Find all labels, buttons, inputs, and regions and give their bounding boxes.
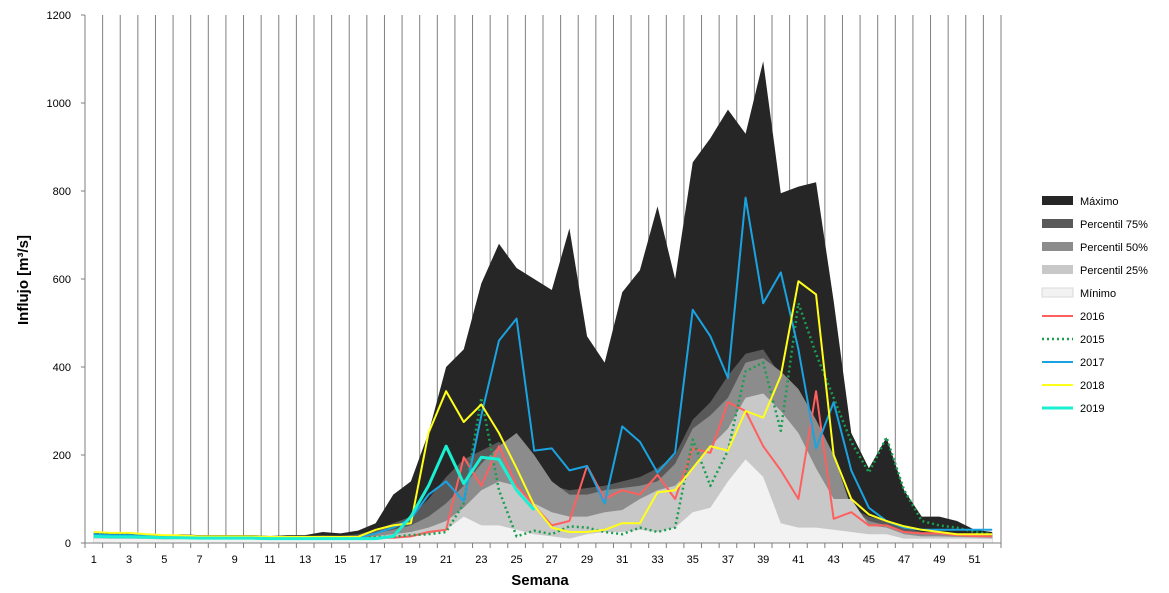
x-tick-label: 27 xyxy=(546,554,558,566)
x-tick-label: 39 xyxy=(757,554,769,566)
x-tick-label: 43 xyxy=(828,554,840,566)
x-tick-label: 17 xyxy=(370,554,382,566)
x-tick-label: 19 xyxy=(405,554,417,566)
legend-swatch-m-ximo xyxy=(1042,196,1073,205)
x-tick-label: 35 xyxy=(687,554,699,566)
legend-label-2016: 2016 xyxy=(1080,311,1104,323)
legend-label-percentil-25-: Percentil 25% xyxy=(1080,265,1148,277)
plot-axes xyxy=(81,14,1002,548)
x-tick-label: 33 xyxy=(651,554,663,566)
legend-label-percentil-50-: Percentil 50% xyxy=(1080,242,1148,254)
y-tick-label: 1000 xyxy=(47,98,71,110)
y-tick-labels: 0 200 400 600 800 1000 1200 xyxy=(47,10,71,550)
x-tick-label: 23 xyxy=(475,554,487,566)
x-tick-label: 37 xyxy=(722,554,734,566)
x-tick-label: 29 xyxy=(581,554,593,566)
y-tick-label: 1200 xyxy=(47,10,71,22)
x-tick-label: 25 xyxy=(510,554,522,566)
plot-lines xyxy=(93,196,993,541)
y-tick-label: 800 xyxy=(53,186,71,198)
legend-swatch-percentil-25- xyxy=(1042,265,1073,274)
y-tick-label: 400 xyxy=(53,362,71,374)
x-axis-title: Semana xyxy=(511,572,569,589)
x-tick-label: 7 xyxy=(196,554,202,566)
plot-bands xyxy=(93,61,993,543)
x-tick-label: 5 xyxy=(161,554,167,566)
legend-label-m-ximo: Máximo xyxy=(1080,196,1119,208)
x-tick-label: 45 xyxy=(863,554,875,566)
x-tick-label: 49 xyxy=(933,554,945,566)
legend: Máximo Percentil 75% Percentil 50% Percenti… xyxy=(1041,196,1148,415)
legend-swatch-percentil-75- xyxy=(1042,219,1073,228)
series-line-2019 xyxy=(93,444,536,541)
x-tick-label: 31 xyxy=(616,554,628,566)
x-tick-labels: 1 3 5 7 9 11 13 15 17 19 21 23 25 27 29 31 33 35 37 39 41 43 4… xyxy=(91,554,981,566)
legend-label-2019: 2019 xyxy=(1080,403,1104,415)
x-tick-label: 47 xyxy=(898,554,910,566)
legend-label-2015: 2015 xyxy=(1080,334,1104,346)
legend-label-m-nimo: Mínimo xyxy=(1080,288,1116,300)
legend-label-2017: 2017 xyxy=(1080,357,1104,369)
y-tick-label: 200 xyxy=(53,450,71,462)
x-tick-label: 15 xyxy=(334,554,346,566)
legend-label-percentil-75-: Percentil 75% xyxy=(1080,219,1148,231)
x-tick-label: 21 xyxy=(440,554,452,566)
band-m-nimo xyxy=(93,459,993,543)
x-tick-label: 1 xyxy=(91,554,97,566)
legend-swatch-percentil-50- xyxy=(1042,242,1073,251)
x-tick-label: 9 xyxy=(232,554,238,566)
legend-label-2018: 2018 xyxy=(1080,380,1104,392)
y-tick-label: 0 xyxy=(65,538,71,550)
series-line-2018 xyxy=(93,280,993,538)
x-tick-label: 51 xyxy=(968,554,980,566)
y-tick-label: 600 xyxy=(53,274,71,286)
x-tick-label: 13 xyxy=(299,554,311,566)
x-tick-label: 41 xyxy=(792,554,804,566)
legend-swatch-m-nimo xyxy=(1041,287,1074,298)
x-tick-label: 11 xyxy=(264,554,275,566)
x-tick-label: 3 xyxy=(126,554,132,566)
y-axis-title: Influjo [m³/s] xyxy=(15,235,32,325)
